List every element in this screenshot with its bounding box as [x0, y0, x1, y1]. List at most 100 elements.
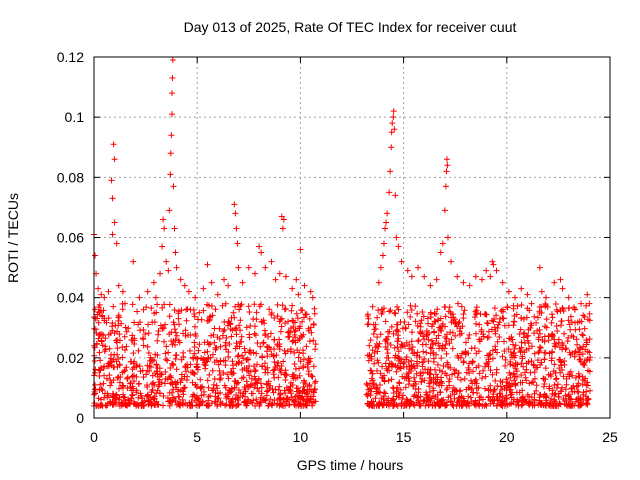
data-point: [431, 310, 438, 317]
data-point: [412, 386, 419, 393]
data-point: [212, 344, 219, 351]
data-point: [169, 111, 176, 118]
data-point: [502, 356, 509, 363]
data-point: [399, 395, 406, 402]
data-point: [107, 398, 114, 405]
data-point: [375, 343, 382, 350]
data-point: [553, 385, 560, 392]
data-point: [255, 388, 262, 395]
data-point: [266, 306, 273, 313]
data-point: [438, 327, 445, 334]
data-point: [521, 369, 528, 376]
data-point: [512, 373, 519, 380]
data-point: [250, 316, 257, 323]
data-point: [549, 314, 556, 321]
data-point: [586, 300, 593, 307]
data-point: [572, 348, 579, 355]
data-point: [242, 399, 249, 406]
data-point: [503, 376, 510, 383]
data-point: [106, 345, 113, 352]
data-point: [586, 335, 593, 342]
data-point: [447, 329, 454, 336]
data-point: [493, 349, 500, 356]
data-point: [534, 357, 541, 364]
data-point: [419, 341, 426, 348]
data-point: [116, 385, 123, 392]
data-point: [135, 347, 142, 354]
data-point: [297, 401, 304, 408]
data-point: [546, 385, 553, 392]
data-point: [151, 310, 158, 317]
data-point: [100, 307, 107, 314]
data-point: [392, 192, 399, 199]
data-point: [149, 358, 156, 365]
data-point: [237, 327, 244, 334]
data-point: [93, 341, 100, 348]
data-point: [162, 321, 169, 328]
data-point: [237, 302, 244, 309]
data-point: [143, 382, 150, 389]
data-point: [439, 240, 446, 247]
data-point: [103, 375, 110, 382]
data-point: [249, 390, 256, 397]
data-point: [159, 243, 166, 250]
data-point: [508, 333, 515, 340]
data-point: [404, 267, 411, 274]
data-point: [161, 225, 168, 232]
data-point: [450, 402, 457, 409]
data-point: [567, 368, 574, 375]
chart-title: Day 013 of 2025, Rate Of TEC Index for r…: [184, 19, 517, 35]
data-point: [166, 207, 173, 214]
data-point: [230, 309, 237, 316]
data-point: [225, 390, 232, 397]
data-point: [550, 368, 557, 375]
data-point: [421, 273, 428, 280]
data-point: [253, 396, 260, 403]
data-point: [471, 314, 478, 321]
data-point: [490, 261, 497, 268]
data-point: [281, 347, 288, 354]
data-point: [272, 363, 279, 370]
data-point: [234, 240, 241, 247]
data-point: [396, 380, 403, 387]
data-point: [95, 335, 102, 342]
data-point: [280, 358, 287, 365]
data-point: [371, 380, 378, 387]
data-point: [99, 387, 106, 394]
data-point: [437, 389, 444, 396]
data-point: [309, 294, 316, 301]
data-point: [187, 306, 194, 313]
data-point: [545, 337, 552, 344]
data-point: [439, 368, 446, 375]
grid-lines: [94, 57, 610, 418]
data-point: [169, 381, 176, 388]
data-point: [130, 360, 137, 367]
data-point: [116, 362, 123, 369]
data-point: [128, 395, 135, 402]
data-point: [96, 349, 103, 356]
data-point: [260, 340, 267, 347]
data-point: [191, 311, 198, 318]
data-point: [579, 381, 586, 388]
data-point: [552, 390, 559, 397]
data-point: [481, 385, 488, 392]
data-point: [461, 307, 468, 314]
data-point: [137, 390, 144, 397]
data-point: [214, 390, 221, 397]
data-point: [198, 392, 205, 399]
data-point: [523, 346, 530, 353]
data-point: [464, 400, 471, 407]
data-point: [206, 314, 213, 321]
data-point: [241, 398, 248, 405]
data-point: [487, 398, 494, 405]
data-point: [162, 350, 169, 357]
data-point: [300, 314, 307, 321]
data-point: [304, 398, 311, 405]
data-point: [97, 381, 104, 388]
data-point: [302, 311, 309, 318]
data-point: [552, 343, 559, 350]
data-point: [220, 357, 227, 364]
data-point: [202, 365, 209, 372]
data-point: [149, 319, 156, 326]
data-point: [484, 360, 491, 367]
